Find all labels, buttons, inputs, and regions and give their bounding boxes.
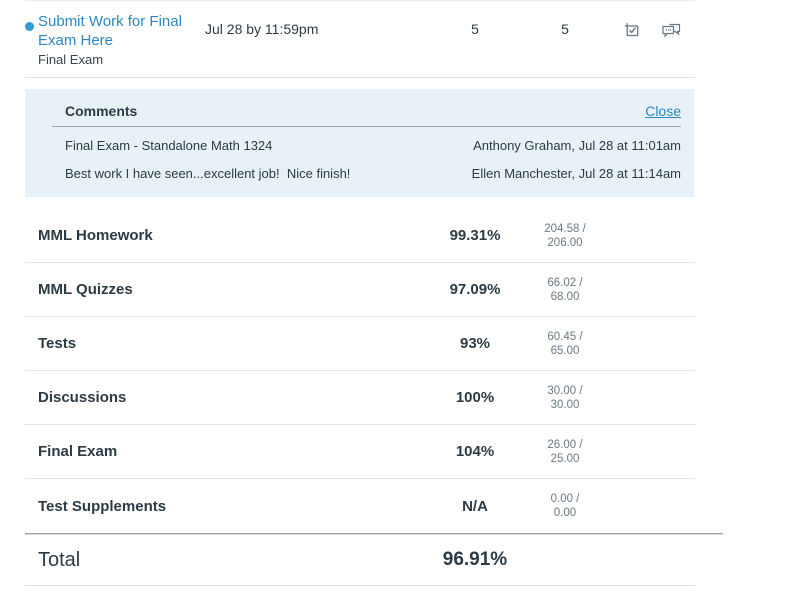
group-fraction: 0.00 / 0.00 (550, 493, 580, 519)
total-row: Total 96.91% (25, 535, 695, 586)
group-name: Test Supplements (38, 497, 167, 515)
group-percent: 97.09% (449, 281, 501, 298)
assignment-title-cell: Submit Work for Final Exam Here Final Ex… (38, 12, 205, 67)
comments-header-divider (52, 126, 681, 127)
grade-group-row: Final Exam 104% 26.00 / 25.00 (25, 425, 695, 479)
group-fraction: 26.00 / 25.00 (547, 438, 583, 465)
comments-panel: Comments Close Final Exam - Standalone M… (25, 89, 694, 197)
grade-groups: MML Homework 99.31% 204.58 / 206.00 MML … (0, 209, 800, 533)
total-label: Total (38, 548, 81, 571)
assignment-icons (610, 12, 695, 39)
grade-group-row: Tests 93% 60.45 / 65.00 (25, 317, 695, 371)
grade-group-row: Test Supplements N/A 0.00 / 0.00 (25, 479, 695, 533)
comment-row: Final Exam - Standalone Math 1324 Anthon… (52, 127, 681, 155)
rubric-icon[interactable] (623, 21, 641, 39)
group-percent: N/A (462, 497, 488, 515)
comments-title: Comments (65, 103, 138, 119)
comment-bubbles-icon[interactable] (661, 21, 682, 39)
group-percent: 99.31% (449, 227, 501, 244)
total-percent: 96.91% (442, 549, 508, 570)
comment-text: Final Exam - Standalone Math 1324 (65, 138, 273, 153)
grade-group-row: Discussions 100% 30.00 / 30.00 (25, 371, 695, 425)
unread-indicator (25, 12, 38, 31)
group-percent: 93% (459, 335, 491, 352)
group-name: Final Exam (38, 443, 118, 460)
assignment-row: Submit Work for Final Exam Here Final Ex… (25, 0, 695, 78)
group-fraction: 60.45 / 65.00 (547, 330, 583, 357)
group-percent: 100% (455, 389, 495, 406)
grade-group-row: MML Homework 99.31% 204.58 / 206.00 (25, 209, 695, 263)
assignment-points-possible: 5 (561, 21, 569, 37)
group-name: MML Quizzes (38, 281, 133, 298)
unread-indicator-dot (25, 22, 34, 31)
comment-text: Best work I have seen...excellent job! N… (65, 166, 351, 181)
assignment-link[interactable]: Submit Work for Final Exam Here (38, 13, 182, 49)
comments-header-row: Comments Close (52, 101, 681, 126)
comment-author: Anthony Graham, Jul 28 at 11:01am (473, 138, 681, 153)
group-fraction: 30.00 / 30.00 (547, 384, 583, 411)
total-top-divider (25, 533, 723, 535)
group-name: Discussions (38, 389, 127, 406)
group-percent: 104% (455, 443, 495, 460)
due-date: Jul 28 by 11:59pm (205, 21, 319, 37)
grade-group-row: MML Quizzes 97.09% 66.02 / 68.00 (25, 263, 695, 317)
comment-row: Best work I have seen...excellent job! N… (52, 155, 681, 183)
comments-close-link[interactable]: Close (645, 103, 681, 119)
group-fraction: 66.02 / 68.00 (547, 276, 583, 303)
assignment-score: 5 (471, 21, 479, 37)
group-name: MML Homework (38, 227, 153, 244)
group-name: Tests (38, 335, 77, 352)
assignment-group-label: Final Exam (38, 52, 104, 67)
comment-author: Ellen Manchester, Jul 28 at 11:14am (471, 166, 681, 181)
group-fraction: 204.58 / 206.00 (544, 222, 586, 249)
